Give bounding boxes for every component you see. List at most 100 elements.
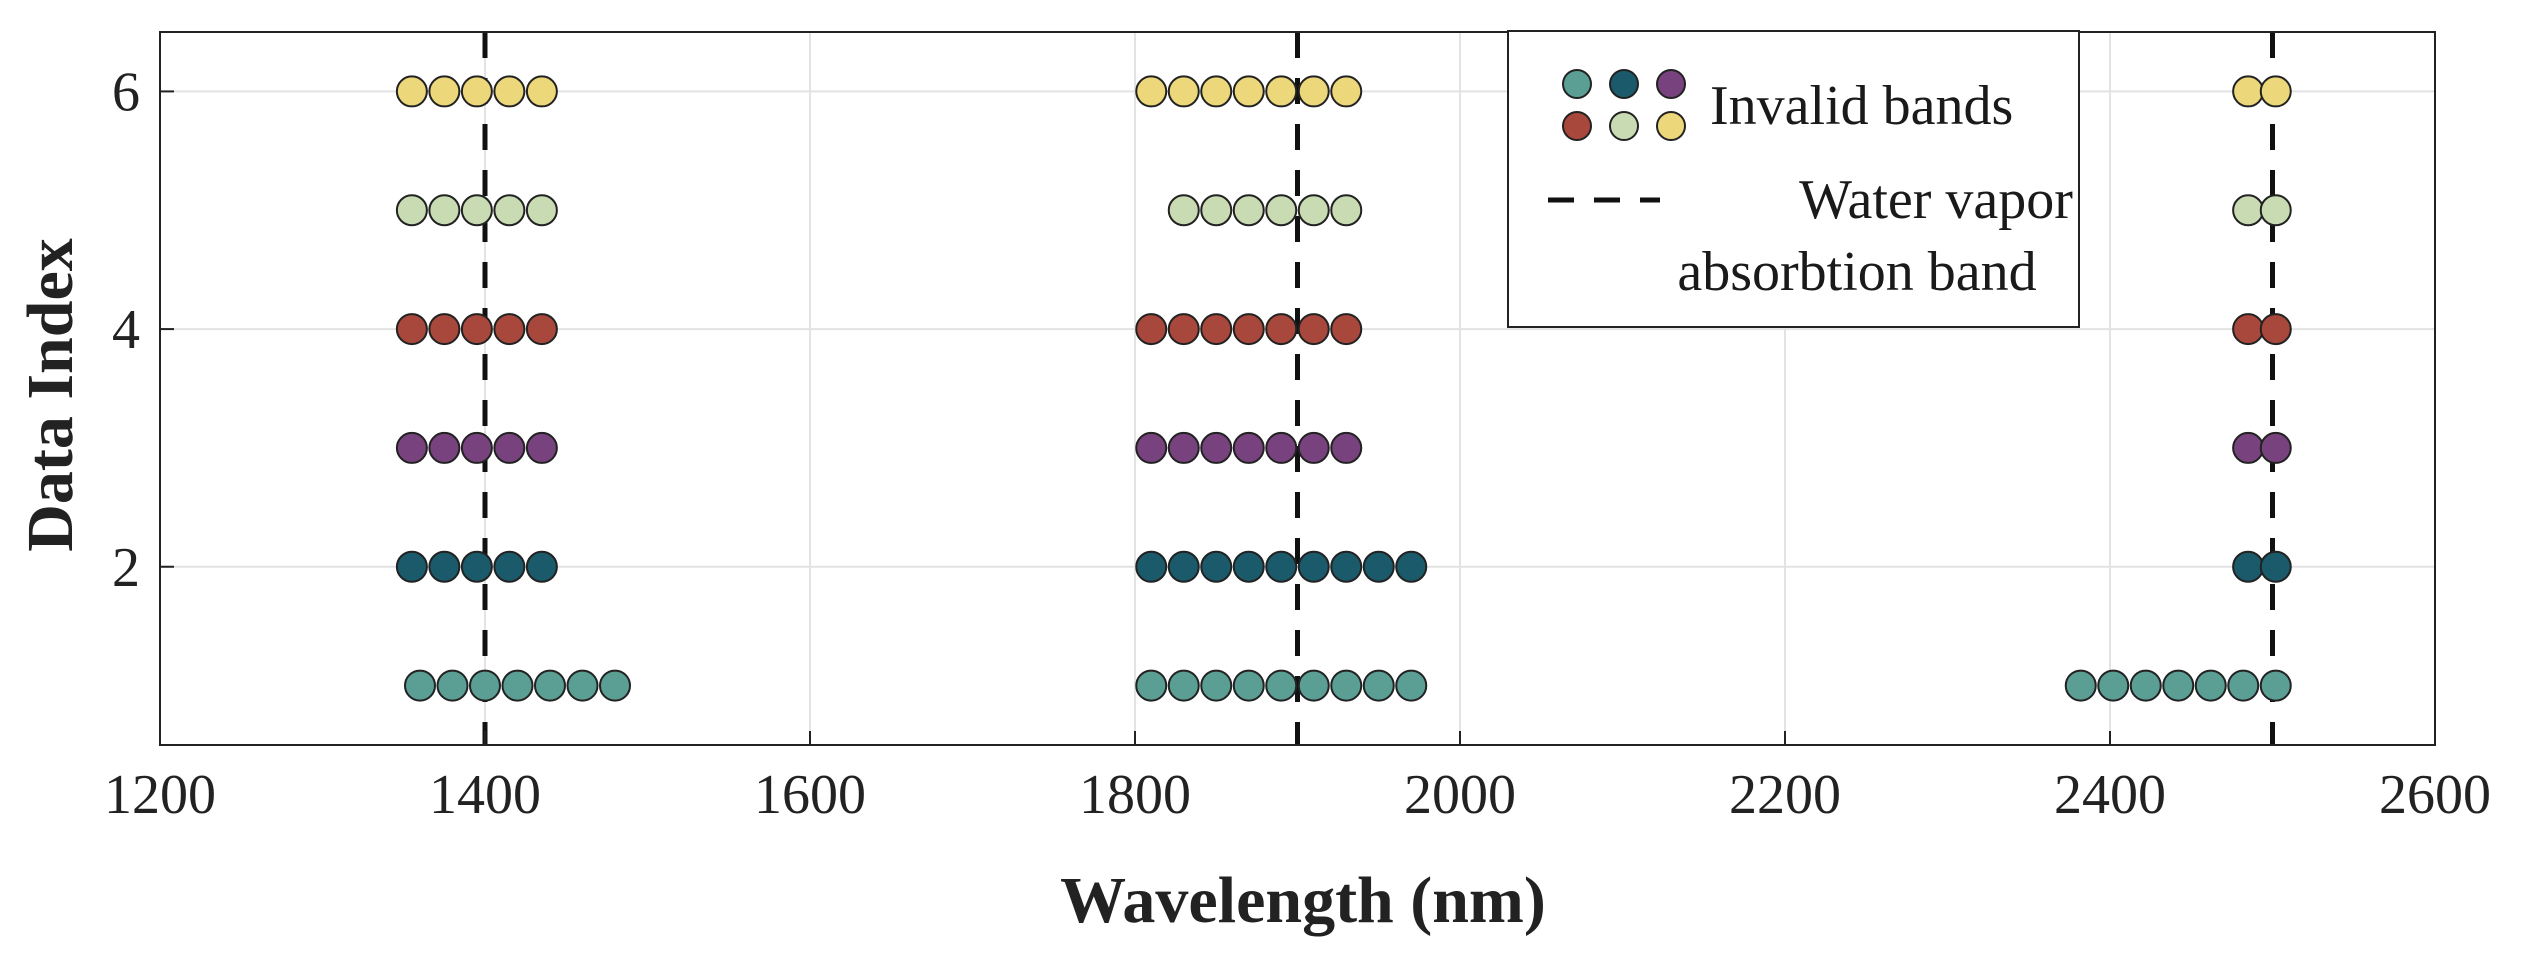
point-series-6-11 [1297, 75, 1330, 108]
x-tick-label-1400: 1400 [429, 764, 541, 826]
point-series-4-11 [1297, 313, 1330, 346]
plot-area-frame [159, 31, 2436, 746]
x-tick-label-2600: 2600 [2379, 764, 2491, 826]
x-tick-label-2400: 2400 [2054, 764, 2166, 826]
data-points [395, 75, 2292, 702]
legend-label-invalid-bands: Invalid bands [1710, 75, 2013, 137]
point-series-6-12 [1330, 75, 1363, 108]
y-tick-label-2: 2 [112, 537, 140, 599]
point-series-6-8 [1200, 75, 1233, 108]
axis-ticks: 1200 1400 1600 1800 2000 2200 2400 2600 2 4 6 [104, 61, 2491, 826]
point-series-1-13 [1297, 669, 1330, 702]
point-series-6-6 [1135, 75, 1168, 108]
point-series-3-7 [1167, 431, 1200, 464]
point-series-2-2 [428, 550, 461, 583]
point-series-3-2 [428, 431, 461, 464]
x-tick-label-2200: 2200 [1729, 764, 1841, 826]
legend-marker-series-3 [1656, 69, 1686, 99]
point-series-6-7 [1167, 75, 1200, 108]
point-series-1-16 [1395, 669, 1428, 702]
point-series-1-3 [469, 669, 501, 702]
point-series-6-10 [1265, 75, 1298, 108]
x-tick-label-1600: 1600 [754, 764, 866, 826]
point-series-1-8 [1135, 669, 1168, 702]
point-series-2-1 [395, 550, 428, 583]
legend-box [1507, 30, 2080, 328]
point-series-2-6 [1135, 550, 1168, 583]
point-series-6-9 [1232, 75, 1265, 108]
point-series-1-21 [2194, 669, 2227, 702]
point-series-1-20 [2162, 669, 2195, 702]
point-series-5-5 [525, 194, 558, 227]
point-series-6-4 [493, 75, 526, 108]
point-series-4-1 [395, 313, 428, 346]
point-series-1-22 [2227, 669, 2260, 702]
point-series-5-8 [1232, 194, 1265, 227]
y-tick-label-4: 4 [112, 299, 140, 361]
point-series-5-11 [1330, 194, 1363, 227]
legend-marker-series-4 [1562, 111, 1592, 141]
point-series-4-2 [428, 313, 461, 346]
point-series-5-4 [493, 194, 526, 227]
point-series-3-11 [1297, 431, 1330, 464]
point-series-5-7 [1200, 194, 1233, 227]
point-series-2-14 [1395, 550, 1428, 583]
point-series-1-7 [599, 669, 631, 702]
legend-label-water-vapor: Water vapor [1799, 169, 2073, 231]
point-series-2-11 [1297, 550, 1330, 583]
point-series-2-7 [1167, 550, 1200, 583]
point-series-1-2 [436, 669, 469, 702]
legend-label-absorption-band: absorbtion band [1677, 241, 2036, 303]
point-series-1-17 [2064, 669, 2097, 702]
point-series-4-14 [2259, 313, 2292, 346]
point-series-5-6 [1167, 194, 1200, 227]
y-tick-label-6: 6 [112, 61, 140, 123]
point-series-1-6 [566, 669, 599, 702]
y-axis-title: Data Index [14, 238, 87, 552]
x-tick-label-2000: 2000 [1404, 764, 1516, 826]
point-series-1-1 [404, 669, 436, 702]
point-series-5-13 [2259, 194, 2292, 227]
point-series-1-12 [1265, 669, 1298, 702]
point-series-5-1 [395, 194, 428, 227]
point-series-4-6 [1135, 313, 1168, 346]
point-series-6-5 [525, 75, 558, 108]
point-series-6-2 [428, 75, 461, 108]
x-tick-label-1800: 1800 [1079, 764, 1191, 826]
point-series-4-9 [1232, 313, 1265, 346]
point-series-2-9 [1232, 550, 1265, 583]
legend-marker-series-6 [1656, 111, 1686, 141]
point-series-1-9 [1167, 669, 1200, 702]
point-series-1-14 [1330, 669, 1363, 702]
point-series-3-10 [1265, 431, 1298, 464]
point-series-3-12 [1330, 431, 1363, 464]
point-series-3-14 [2259, 431, 2292, 464]
point-series-3-13 [2232, 431, 2265, 464]
point-series-1-23 [2259, 669, 2292, 702]
point-series-2-15 [2232, 550, 2265, 583]
point-series-5-10 [1297, 194, 1330, 227]
point-series-1-5 [534, 669, 566, 702]
x-axis-title: Wavelength (nm) [1060, 864, 1546, 937]
legend-marker-series-1 [1562, 69, 1592, 99]
point-series-2-16 [2259, 550, 2292, 583]
x-tick-label-1200: 1200 [104, 764, 216, 826]
point-series-3-5 [525, 431, 558, 464]
point-series-4-8 [1200, 313, 1233, 346]
point-series-6-1 [395, 75, 428, 108]
point-series-6-3 [460, 75, 493, 108]
point-series-2-13 [1362, 550, 1395, 583]
point-series-1-15 [1362, 669, 1395, 702]
point-series-5-9 [1265, 194, 1298, 227]
point-series-2-4 [493, 550, 526, 583]
point-series-2-5 [525, 550, 558, 583]
point-series-2-8 [1200, 550, 1233, 583]
point-series-5-3 [460, 194, 493, 227]
point-series-5-2 [428, 194, 461, 227]
point-series-1-10 [1200, 669, 1233, 702]
point-series-4-4 [493, 313, 526, 346]
legend-marker-series-2 [1609, 69, 1639, 99]
point-series-2-3 [460, 550, 493, 583]
legend-marker-series-5 [1609, 111, 1639, 141]
